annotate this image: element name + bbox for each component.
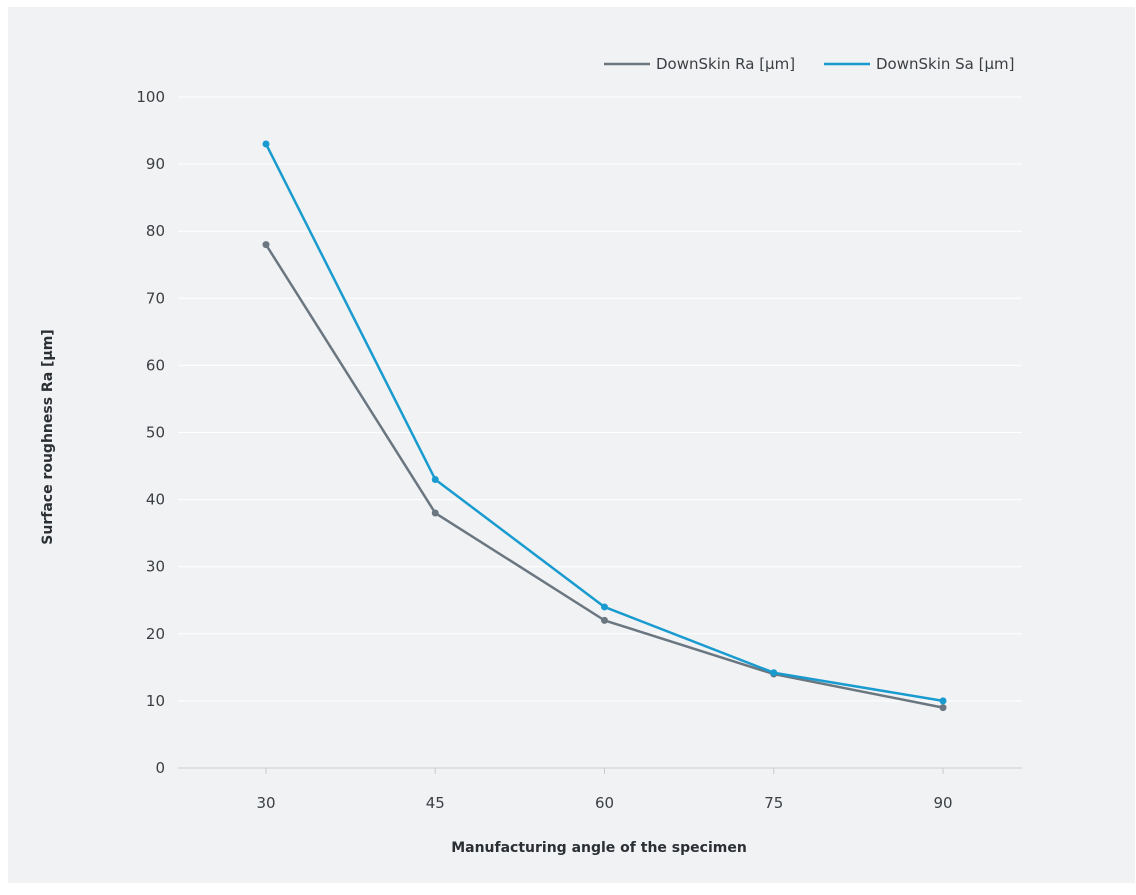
chart-panel: [8, 7, 1135, 883]
x-axis-ticks: 30 45 60 75 90: [256, 768, 953, 812]
data-point-s1-60: [601, 603, 608, 611]
y-tick-label-50: 50: [146, 424, 165, 442]
x-tick-label-90: 90: [933, 794, 952, 812]
legend-label-ra: DownSkin Ra [µm]: [656, 55, 795, 73]
y-tick-label-70: 70: [146, 289, 165, 307]
y-tick-label-60: 60: [146, 356, 165, 374]
x-tick-label-45: 45: [426, 794, 445, 812]
x-axis-title: Manufacturing angle of the specimen: [451, 840, 747, 856]
x-tick-label-75: 75: [764, 794, 783, 812]
data-point-s1-45: [431, 475, 439, 483]
y-tick-label-100: 100: [136, 88, 165, 106]
data-point-s1-30: [262, 140, 270, 148]
y-tick-label-10: 10: [146, 692, 165, 710]
y-axis-ticks: 0 10 20 30 40 50 60 70 80 90 100: [136, 88, 165, 777]
data-point-s0-60: [601, 616, 608, 624]
x-tick-label-60: 60: [595, 794, 614, 812]
y-tick-label-90: 90: [146, 155, 165, 173]
legend: DownSkin Ra [µm] DownSkin Sa [µm]: [604, 55, 1015, 73]
data-point-s1-90: [939, 697, 947, 705]
grid-lines: [178, 96, 1022, 769]
y-tick-label-20: 20: [146, 625, 165, 643]
legend-label-sa: DownSkin Sa [µm]: [876, 55, 1015, 73]
series-lines: [262, 140, 947, 712]
y-tick-label-0: 0: [155, 759, 165, 777]
y-tick-label-30: 30: [146, 558, 165, 576]
y-tick-label-80: 80: [146, 222, 165, 240]
y-axis-title: Surface roughness Ra [µm]: [40, 329, 56, 544]
x-tick-label-30: 30: [256, 794, 275, 812]
data-point-s0-90: [939, 704, 947, 712]
y-tick-label-40: 40: [146, 491, 165, 509]
data-point-s1-75: [770, 669, 778, 677]
series-line-0: [264, 243, 944, 709]
data-point-s0-45: [431, 509, 439, 517]
data-point-s0-30: [262, 241, 270, 249]
